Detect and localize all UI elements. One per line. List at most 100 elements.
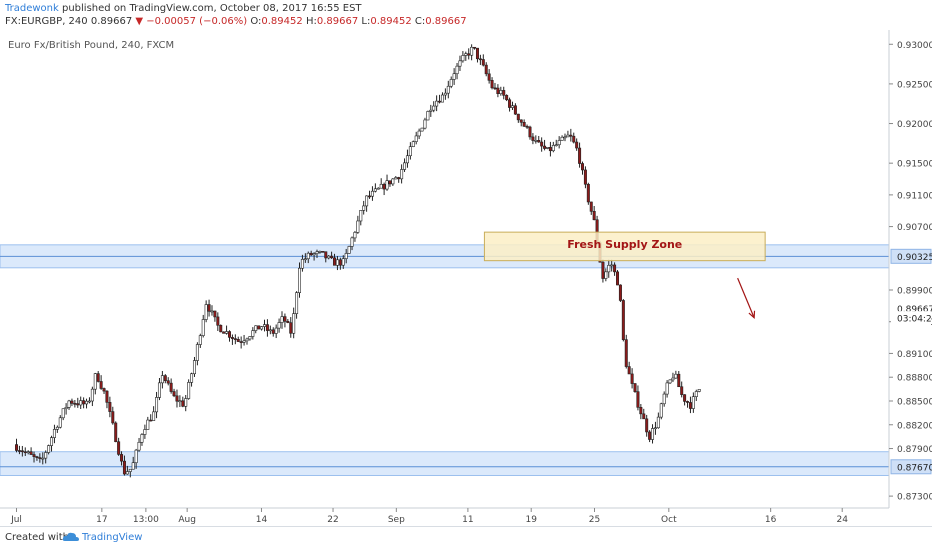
- candle-body: [616, 271, 620, 286]
- candle-body: [659, 403, 663, 418]
- candle-body: [373, 188, 377, 192]
- candle-body: [254, 325, 258, 331]
- candle-body: [17, 450, 21, 452]
- candle-body: [47, 445, 51, 453]
- candle-body: [216, 316, 220, 326]
- candle-body: [505, 95, 509, 101]
- candle-body: [508, 99, 512, 108]
- published-text: published on TradingView.com, October 08…: [62, 3, 362, 14]
- candle-body: [621, 300, 625, 340]
- x-tick-label: 19: [525, 515, 537, 525]
- price-label-bg: [891, 311, 931, 326]
- x-tick-label: 25: [589, 515, 600, 525]
- candle-body: [163, 375, 167, 382]
- x-tick-label: Sep: [388, 515, 405, 525]
- annotations-layer: Fresh Supply Zone: [483, 231, 766, 320]
- candle-body: [108, 402, 112, 412]
- candle-body: [414, 135, 418, 142]
- price-label-box: [890, 459, 932, 475]
- candle-body: [152, 411, 156, 421]
- candle-body: [662, 393, 666, 405]
- tradingview-cloud-icon: [62, 532, 79, 541]
- candle-body: [449, 79, 453, 87]
- y-tick-label: 0.91100: [897, 191, 932, 201]
- candle-body: [87, 400, 91, 403]
- candle-body: [411, 141, 415, 147]
- candle-body: [52, 429, 56, 438]
- candle-body: [423, 119, 427, 129]
- candle-body: [589, 201, 593, 212]
- candle-body: [435, 100, 439, 107]
- candle-body: [651, 428, 655, 440]
- candle-body: [315, 251, 319, 254]
- candle-body: [368, 195, 372, 198]
- candle-body: [624, 339, 628, 367]
- candle-body: [665, 382, 669, 395]
- supply-zone-box[interactable]: [483, 231, 766, 262]
- candle-body: [400, 169, 404, 180]
- candle-body: [443, 92, 447, 96]
- candle-body: [73, 403, 77, 405]
- candle-body: [143, 429, 147, 435]
- candle-body: [365, 195, 369, 207]
- price-chart[interactable]: Fresh Supply Zone 0.930000.925000.920000…: [0, 30, 932, 526]
- candle-body: [341, 258, 345, 266]
- candle-body: [160, 375, 164, 384]
- candle-body: [604, 271, 608, 279]
- candle-body: [578, 147, 582, 164]
- candle-body: [67, 400, 71, 408]
- footer-brand[interactable]: TradingView: [82, 532, 143, 543]
- candle-body: [178, 400, 182, 403]
- price-axis[interactable]: 0.93000 0.92500 0.92000 0.91500 0.91100 0.907…: [889, 41, 932, 503]
- candle-body: [432, 105, 436, 111]
- candle-body: [146, 419, 150, 430]
- candle-body: [592, 211, 596, 221]
- candle-body: [330, 255, 334, 259]
- candle-body: [397, 177, 401, 180]
- candle-body: [82, 400, 86, 405]
- candle-body: [172, 391, 176, 397]
- chart-header: Tradewonk published on TradingView.com, …: [0, 0, 932, 30]
- candle-body: [490, 80, 494, 89]
- candle-body: [207, 304, 211, 312]
- time-axis[interactable]: Jul 17 13:00 Aug 14 22 Sep 11 19 25 Oct 16 24: [10, 508, 848, 525]
- candle-body: [29, 451, 33, 455]
- candle-body: [131, 462, 135, 470]
- y-tick-label: 0.89900: [897, 287, 932, 297]
- candle-body: [674, 373, 678, 379]
- candle-body: [446, 85, 450, 94]
- candle-body: [408, 146, 412, 157]
- candle-body: [639, 407, 643, 415]
- candle-body: [70, 400, 74, 404]
- candle-body: [192, 360, 196, 375]
- symbol-line: FX:EURGBP, 240 0.89667 ▼ −0.00057 (−0.06…: [5, 16, 467, 27]
- candle-body: [543, 145, 547, 149]
- candle-body: [169, 382, 173, 392]
- candle-body: [572, 135, 576, 143]
- candle-body: [23, 451, 27, 454]
- candle-body: [306, 252, 310, 260]
- y-tick-label: 0.88500: [897, 397, 932, 407]
- candle-body: [93, 373, 97, 390]
- candle-body: [300, 259, 304, 269]
- author-name[interactable]: Tradewonk: [5, 3, 59, 14]
- candle-body: [633, 383, 637, 392]
- candle-body: [528, 126, 532, 138]
- candle-body: [569, 134, 573, 137]
- candle-body: [440, 94, 444, 103]
- candle-body: [344, 253, 348, 259]
- candle-body: [607, 265, 611, 273]
- candle-body: [388, 180, 392, 185]
- candle-body: [298, 267, 302, 293]
- price-label: 0.90325: [897, 253, 932, 263]
- x-tick-label: 14: [256, 515, 268, 525]
- candle-body: [452, 73, 456, 80]
- candle-body: [102, 388, 106, 392]
- candle-body: [268, 329, 272, 332]
- candle-body: [671, 377, 675, 381]
- candle-body: [586, 183, 590, 203]
- candle-body: [522, 122, 526, 127]
- candle-body: [195, 344, 199, 361]
- candle-body: [58, 417, 62, 428]
- candle-body: [274, 327, 278, 334]
